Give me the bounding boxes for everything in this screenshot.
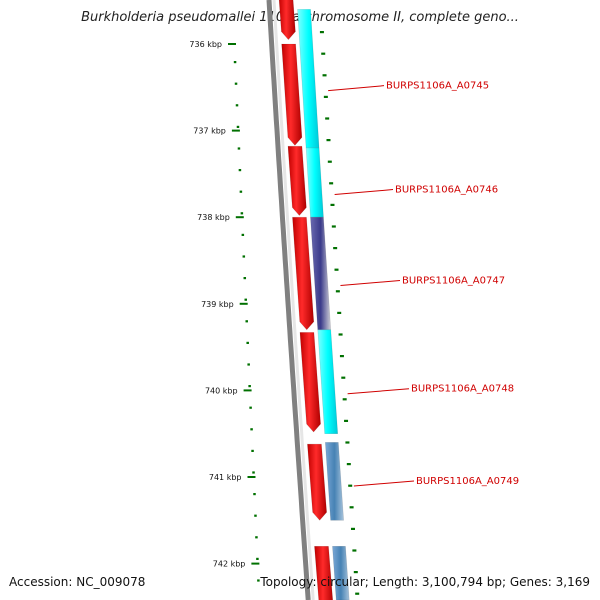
gene-label-line xyxy=(340,279,401,286)
minor-tick xyxy=(338,333,343,336)
minor-tick xyxy=(322,74,327,77)
minor-tick xyxy=(238,169,242,172)
minor-tick xyxy=(244,298,248,301)
minor-tick xyxy=(350,527,355,530)
gene-bar xyxy=(310,216,332,331)
minor-tick xyxy=(257,579,260,582)
minor-tick xyxy=(321,52,326,55)
minor-tick xyxy=(342,398,347,401)
minor-tick xyxy=(333,247,338,250)
gene-label: BURPS1106A_A0749 xyxy=(416,476,519,487)
gene-label-line xyxy=(353,480,415,487)
minor-tick xyxy=(235,104,239,107)
minor-tick xyxy=(339,355,344,358)
gene-label-line xyxy=(347,388,410,395)
minor-tick xyxy=(330,203,335,206)
minor-tick xyxy=(256,557,259,560)
gene-bar xyxy=(305,147,324,218)
gene-label: BURPS1106A_A0746 xyxy=(395,185,498,196)
scale-label: 739 kbp xyxy=(201,300,234,309)
minor-tick xyxy=(348,484,353,487)
backbone-line xyxy=(272,0,315,600)
minor-tick xyxy=(345,441,350,444)
gene-label: BURPS1106A_A0747 xyxy=(402,275,505,286)
minor-tick xyxy=(248,385,251,388)
minor-tick xyxy=(253,493,256,496)
minor-tick xyxy=(337,311,342,314)
minor-tick xyxy=(241,233,245,236)
minor-tick xyxy=(352,549,357,552)
minor-tick xyxy=(355,592,360,595)
scale-label: 738 kbp xyxy=(197,213,230,222)
scale-label: 737 kbp xyxy=(193,127,226,136)
forward-cds-arrow xyxy=(299,332,321,433)
minor-tick xyxy=(251,449,254,452)
topology-text: Topology: circular; Length: 3,100,794 bp… xyxy=(260,575,590,589)
forward-cds-arrow xyxy=(307,443,327,521)
minor-tick xyxy=(247,363,250,366)
forward-cds-arrow xyxy=(287,145,307,216)
minor-tick xyxy=(254,514,257,517)
gene-bar xyxy=(324,442,344,521)
minor-tick xyxy=(245,320,248,323)
minor-tick xyxy=(249,406,252,409)
scale-label: 736 kbp xyxy=(189,40,222,49)
minor-tick xyxy=(240,212,244,215)
scale-label: 741 kbp xyxy=(209,473,242,482)
minor-tick xyxy=(236,125,240,128)
minor-tick xyxy=(349,506,354,509)
minor-tick xyxy=(234,82,238,85)
minor-tick xyxy=(325,117,330,120)
accession-text: Accession: NC_009078 xyxy=(9,575,146,589)
minor-tick xyxy=(323,95,328,98)
gene-bar xyxy=(317,329,339,435)
gene-bar xyxy=(332,545,350,600)
scale-label: 742 kbp xyxy=(213,560,246,569)
minor-tick xyxy=(329,182,334,185)
minor-tick xyxy=(327,160,332,163)
gene-label-line xyxy=(328,85,385,92)
minor-tick xyxy=(346,463,351,466)
minor-tick xyxy=(246,341,249,344)
minor-tick xyxy=(255,536,258,539)
forward-cds-arrow xyxy=(281,43,303,146)
minor-tick xyxy=(326,139,331,142)
gene-label: BURPS1106A_A0748 xyxy=(411,384,514,395)
minor-tick xyxy=(233,61,237,64)
gene-label: BURPS1106A_A0745 xyxy=(386,81,489,92)
forward-cds-arrow xyxy=(314,545,334,600)
minor-tick xyxy=(237,147,241,150)
minor-tick xyxy=(331,225,336,228)
gene-label-line xyxy=(334,189,394,196)
forward-cds-arrow xyxy=(278,0,296,41)
backbone-line xyxy=(266,0,311,600)
scale-label: 740 kbp xyxy=(205,386,238,395)
minor-tick xyxy=(243,277,247,280)
minor-tick xyxy=(319,31,324,34)
minor-tick xyxy=(335,290,340,293)
minor-tick xyxy=(344,419,349,422)
forward-cds-arrow xyxy=(292,216,315,331)
minor-tick xyxy=(252,471,255,474)
minor-tick xyxy=(341,376,346,379)
minor-tick xyxy=(353,571,358,574)
minor-tick xyxy=(250,428,253,431)
minor-tick xyxy=(239,190,243,193)
minor-tick xyxy=(334,268,339,271)
minor-tick xyxy=(242,255,246,258)
